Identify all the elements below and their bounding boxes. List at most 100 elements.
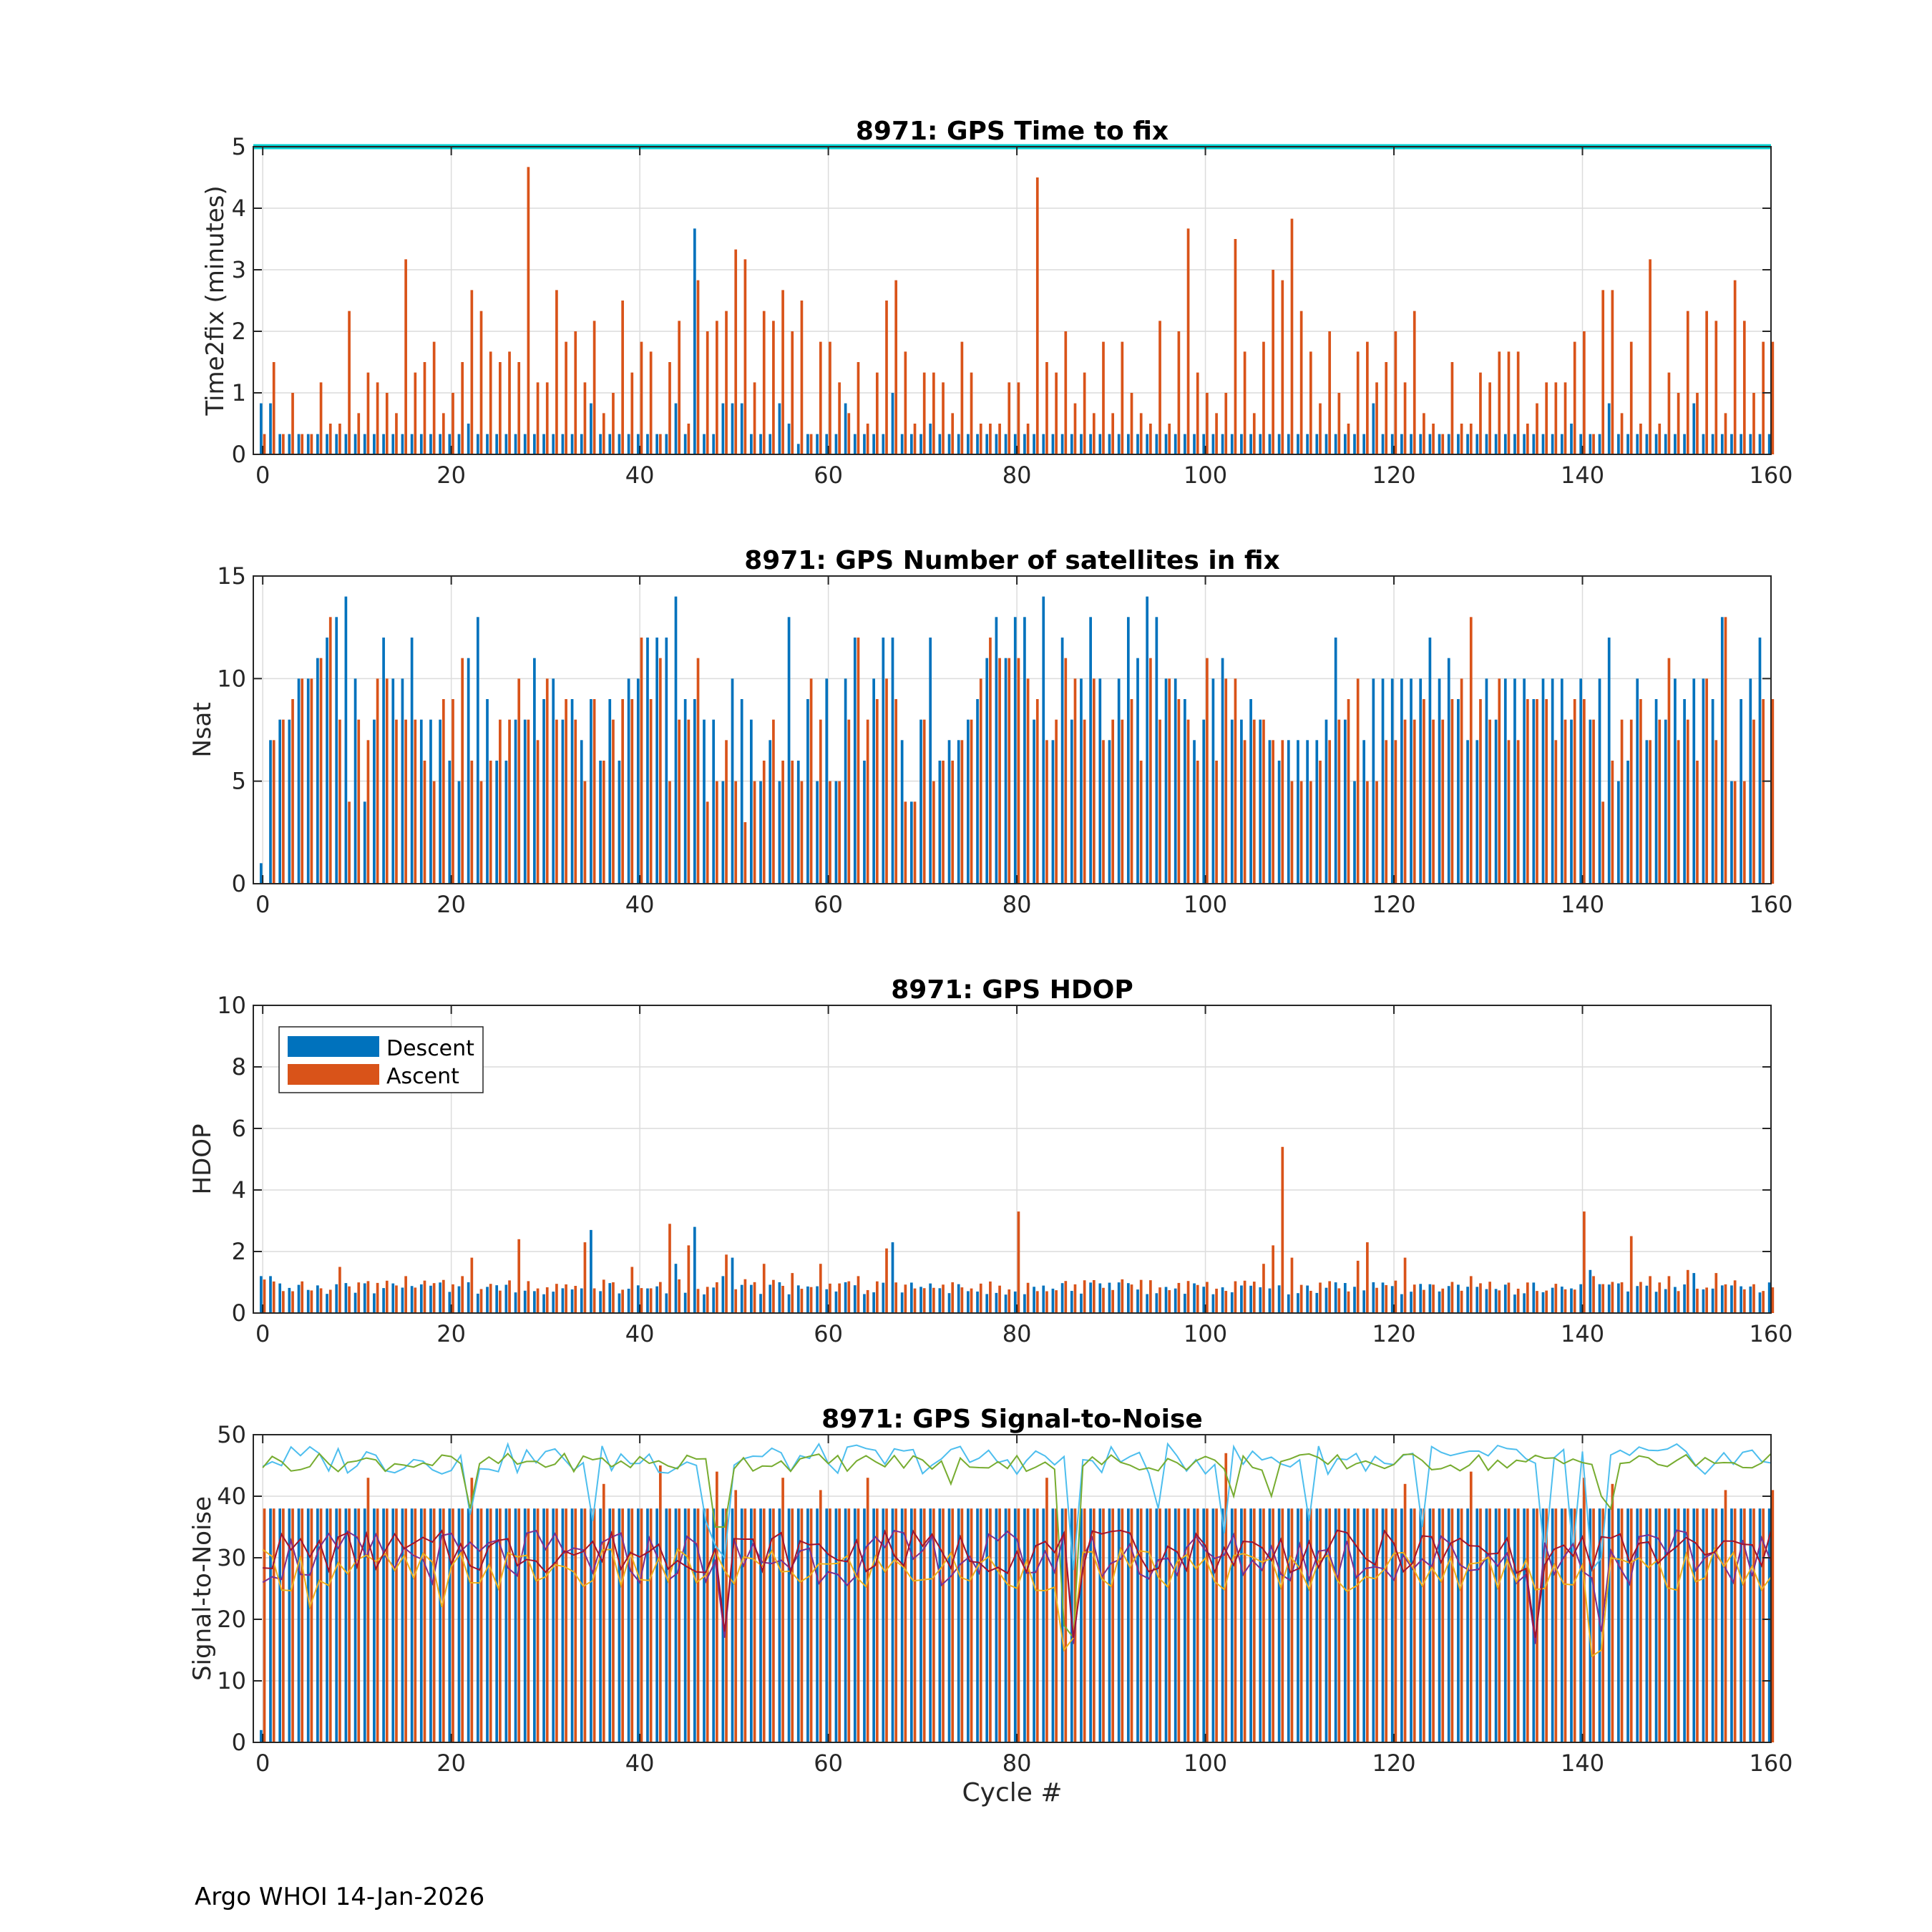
ascent-bar xyxy=(583,382,587,454)
descent-bar xyxy=(552,1292,555,1313)
descent-bar xyxy=(1004,658,1008,884)
descent-bar xyxy=(316,658,319,884)
ascent-bar xyxy=(1705,678,1708,884)
ascent-bar xyxy=(687,424,691,454)
descent-bar xyxy=(608,1508,612,1742)
ascent-bar xyxy=(1432,424,1435,454)
ascent-bar xyxy=(894,699,898,884)
descent-bar xyxy=(721,781,725,884)
descent-bar xyxy=(1758,1292,1762,1313)
descent-bar xyxy=(1428,434,1432,454)
ascent-bar xyxy=(829,781,831,884)
descent-bar xyxy=(1589,719,1592,884)
descent-bar xyxy=(1230,1508,1234,1742)
descent-bar xyxy=(1381,678,1385,884)
descent-bar xyxy=(693,699,696,884)
ascent-bar xyxy=(1149,658,1152,884)
ascent-bar xyxy=(1611,1483,1614,1742)
descent-bar xyxy=(514,1508,517,1742)
descent-bar xyxy=(278,434,282,454)
ascent-bar xyxy=(791,1508,794,1742)
descent-bar xyxy=(580,1508,583,1742)
ascent-bar xyxy=(753,382,756,454)
descent-bar xyxy=(834,1291,838,1313)
ascent-bar xyxy=(819,1490,822,1742)
descent-bar xyxy=(806,1508,809,1742)
descent-bar xyxy=(909,801,913,884)
descent-bar xyxy=(288,719,291,884)
ascent-bar xyxy=(1686,719,1689,884)
descent-bar xyxy=(1749,1508,1752,1742)
ascent-bar xyxy=(517,362,521,454)
ascent-bar xyxy=(1592,1276,1595,1313)
ascent-bar xyxy=(489,1508,492,1742)
ascent-bar xyxy=(809,1508,813,1742)
descent-bar xyxy=(1013,617,1017,884)
ascent-bar xyxy=(357,413,361,454)
descent-bar xyxy=(1108,1508,1111,1742)
ascent-bar xyxy=(687,1508,691,1742)
descent-bar xyxy=(929,1283,932,1313)
ascent-bar xyxy=(1035,1291,1039,1313)
ascent-bar xyxy=(1224,1291,1228,1313)
x-tick-label: 60 xyxy=(814,891,843,918)
descent-bar xyxy=(1457,1508,1460,1742)
ascent-bar xyxy=(1385,1508,1388,1742)
descent-bar xyxy=(1146,434,1149,454)
axes-box xyxy=(253,146,1772,455)
ascent-bar xyxy=(1319,761,1322,884)
descent-bar xyxy=(1400,1508,1403,1742)
y-tick-label: 50 xyxy=(217,1421,246,1448)
descent-bar xyxy=(1589,434,1592,454)
ascent-bar xyxy=(857,362,860,454)
ascent-bar xyxy=(1724,1284,1727,1313)
descent-bar xyxy=(1174,434,1177,454)
descent-bar xyxy=(636,434,640,454)
ascent-bar xyxy=(1158,1508,1161,1742)
ascent-bar xyxy=(706,1287,709,1313)
ascent-bar xyxy=(1432,719,1435,884)
ascent-bar xyxy=(1064,1281,1068,1313)
ascent-bar xyxy=(838,1283,841,1313)
descent-bar xyxy=(909,1508,913,1742)
descent-bar xyxy=(674,596,678,884)
descent-bar xyxy=(655,638,658,884)
descent-bar xyxy=(542,1508,545,1742)
ascent-bar xyxy=(1516,1288,1520,1313)
x-tick-label: 140 xyxy=(1561,1320,1604,1347)
descent-bar xyxy=(1230,719,1234,884)
ascent-bar xyxy=(734,249,738,454)
ascent-bar xyxy=(452,393,454,454)
descent-bar xyxy=(419,1508,423,1742)
descent-bar xyxy=(674,403,678,454)
descent-bar xyxy=(967,434,970,454)
descent-bar xyxy=(891,393,894,454)
descent-bar xyxy=(1730,1508,1733,1742)
descent-bar xyxy=(1607,1508,1611,1742)
descent-bar xyxy=(1033,1508,1035,1742)
descent-bar xyxy=(1193,740,1196,884)
ascent-bar xyxy=(348,311,351,454)
descent-bar xyxy=(1541,1508,1545,1742)
descent-bar xyxy=(627,1288,630,1313)
ascent-bar xyxy=(781,1285,784,1313)
descent-bar xyxy=(1221,1287,1224,1313)
descent-bar xyxy=(419,434,423,454)
ascent-bar xyxy=(1102,341,1105,454)
descent-bar xyxy=(1702,434,1705,454)
ascent-bar xyxy=(696,1508,700,1742)
chart-title: 8971: GPS HDOP xyxy=(891,975,1133,1005)
descent-bar xyxy=(363,1283,366,1313)
descent-bar xyxy=(872,1508,875,1742)
x-tick-label: 100 xyxy=(1184,1750,1227,1777)
ascent-bar xyxy=(630,699,634,884)
descent-bar xyxy=(1607,403,1611,454)
descent-bar xyxy=(344,1283,348,1313)
ascent-bar xyxy=(1177,1508,1181,1742)
ascent-bar xyxy=(1573,1289,1576,1313)
ascent-bar xyxy=(282,434,285,454)
descent-bar xyxy=(1664,1289,1667,1313)
ascent-bar xyxy=(1677,1508,1680,1742)
ascent-bar xyxy=(291,1508,294,1742)
ascent-bar xyxy=(592,321,596,454)
